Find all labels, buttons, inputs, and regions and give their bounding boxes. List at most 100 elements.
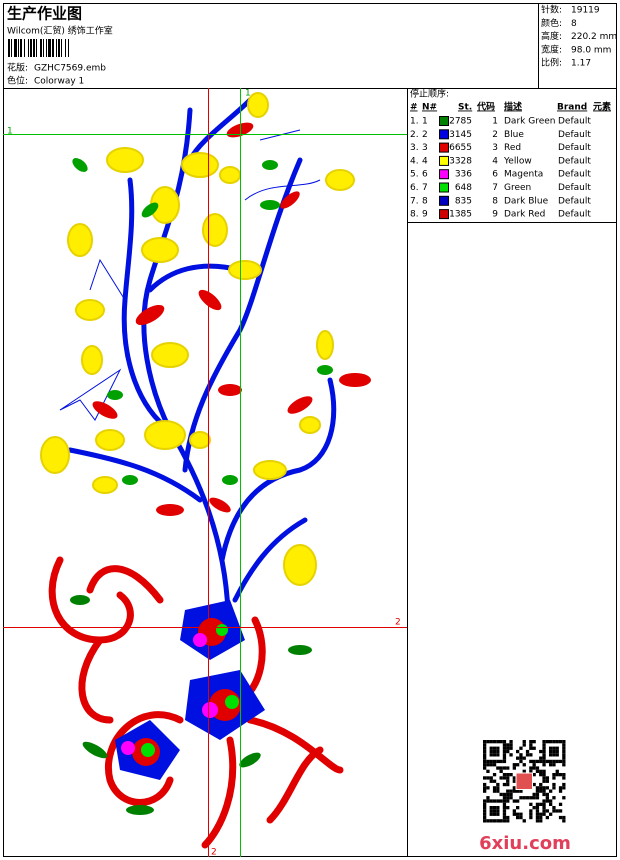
needle: 7 [422,183,428,193]
code: 7 [492,183,498,193]
qr-module [509,789,513,793]
artwork-shape [70,595,90,605]
qr-module [486,786,490,790]
qr-module [483,782,487,787]
barcode-bar [56,39,57,57]
column-header: # [410,103,418,113]
artwork-shape [225,695,239,709]
qr-module [552,753,556,757]
code: 4 [492,156,498,166]
stat-label: 宽度: [541,43,562,55]
guide-label: 2 [395,618,401,628]
qr-module [522,819,526,823]
code: 6 [492,170,498,180]
qr-module [496,740,500,744]
qr-module [486,763,490,767]
color-swatch [439,116,449,126]
code: 9 [492,210,498,220]
artwork-shape [209,497,231,513]
qr-module [483,740,487,744]
artwork-shape [126,805,154,815]
artwork-shape [317,365,333,375]
qr-module [506,799,510,803]
barcode-bar [65,39,66,57]
qr-module [502,796,507,800]
artwork-shape [189,431,211,449]
qr-module [509,743,513,747]
artwork-shape [244,179,321,201]
artwork-shape [67,223,93,257]
qr-module [519,815,523,820]
qr-module [562,786,566,790]
column-header: 代码 [476,101,495,113]
qr-module [535,786,540,790]
barcode-bar [20,39,22,57]
qr-module [542,746,546,750]
artwork-shape [201,736,237,849]
qr-module [489,806,493,810]
qr-module [562,746,566,750]
stitches: 1385 [449,210,472,220]
qr-module [539,815,543,820]
qr-module [483,815,487,820]
qr-module [545,809,549,813]
qr-module [532,792,536,797]
qr-module [489,759,493,764]
qr-module [519,746,523,750]
qr-module [502,815,507,820]
qr-module [506,749,510,754]
artwork-shape [147,263,243,293]
qr-module [499,776,503,780]
qr-module [532,782,536,787]
qr-module [529,809,533,813]
stat-value: 1.17 [571,59,591,69]
qr-module [492,749,497,754]
artwork-shape [40,436,70,474]
barcode [8,39,69,57]
qr-module [562,749,566,754]
qr-module [562,756,566,760]
qr-module [492,809,497,813]
qr-module [483,753,487,757]
qr-module [509,753,513,757]
row-index: 2. [410,130,419,140]
qr-module [502,792,507,797]
qr-module [562,753,566,757]
qr-module [492,779,497,783]
qr-module [483,759,487,764]
qr-module [542,799,546,803]
qr-module [529,743,533,747]
qr-module [492,759,497,764]
qr-module [502,809,507,813]
artwork-shape [280,191,300,209]
qr-module [502,819,507,823]
qr-module [529,753,533,757]
qr-module [492,806,497,810]
qr-module [535,789,540,793]
artwork-shape [121,177,173,433]
qr-module [489,740,493,744]
qr-module [535,759,540,764]
artwork-shape [92,401,118,419]
artwork-shape [81,345,103,375]
qr-module [542,743,546,747]
qr-module [525,749,530,754]
description: Dark Green [504,117,555,127]
qr-module [516,756,520,760]
stat-label: 针数: [541,4,562,16]
qr-module [522,743,526,747]
qr-module [483,806,487,810]
qr-module [496,789,500,793]
qr-module [529,766,533,770]
brand: Default [558,143,591,153]
stat-label: 比例: [541,57,562,69]
qr-module [542,789,546,793]
qr-module [502,812,507,816]
colorway-label: 色位: [7,75,28,87]
qr-module [542,769,546,773]
artwork-shape [135,304,165,326]
qr-module [496,753,500,757]
artwork-shape [141,743,155,757]
needle: 6 [422,170,428,180]
qr-module [502,746,507,750]
